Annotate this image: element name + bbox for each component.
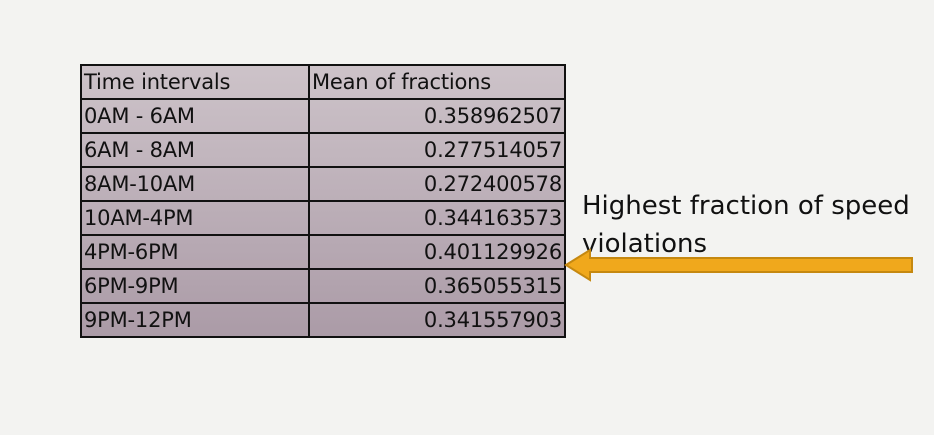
time-interval-cell: 9PM-12PM xyxy=(80,302,310,338)
time-interval-cell: 6AM - 8AM xyxy=(80,132,310,168)
arrow-shape xyxy=(564,248,913,282)
table-row: 6PM-9PM 0.365055315 xyxy=(80,268,566,304)
table-row: 9PM-12PM 0.341557903 xyxy=(80,302,566,338)
time-interval-cell: 0AM - 6AM xyxy=(80,98,310,134)
time-interval-cell: 8AM-10AM xyxy=(80,166,310,202)
time-interval-cell: 6PM-9PM xyxy=(80,268,310,304)
mean-fraction-cell: 0.401129926 xyxy=(308,234,566,270)
left-arrow-icon xyxy=(564,248,913,282)
mean-fraction-cell: 0.344163573 xyxy=(308,200,566,236)
table-row-highlighted: 4PM-6PM 0.401129926 xyxy=(80,234,566,270)
mean-fraction-cell: 0.358962507 xyxy=(308,98,566,134)
mean-fraction-cell: 0.272400578 xyxy=(308,166,566,202)
table-header-row: Time intervals Mean of fractions xyxy=(80,64,566,100)
mean-fraction-cell: 0.277514057 xyxy=(308,132,566,168)
highest-fraction-annotation: Highest fraction of speed violations xyxy=(582,191,910,259)
fractions-table: Time intervals Mean of fractions 0AM - 6… xyxy=(80,64,566,338)
mean-fraction-cell: 0.365055315 xyxy=(308,268,566,304)
table-row: 6AM - 8AM 0.277514057 xyxy=(80,132,566,168)
time-interval-cell: 10AM-4PM xyxy=(80,200,310,236)
mean-fraction-cell: 0.341557903 xyxy=(308,302,566,338)
table-row: 0AM - 6AM 0.358962507 xyxy=(80,98,566,134)
time-interval-cell: 4PM-6PM xyxy=(80,234,310,270)
table-row: 8AM-10AM 0.272400578 xyxy=(80,166,566,202)
header-time-intervals: Time intervals xyxy=(80,64,310,100)
table-row: 10AM-4PM 0.344163573 xyxy=(80,200,566,236)
header-mean-of-fractions: Mean of fractions xyxy=(308,64,566,100)
